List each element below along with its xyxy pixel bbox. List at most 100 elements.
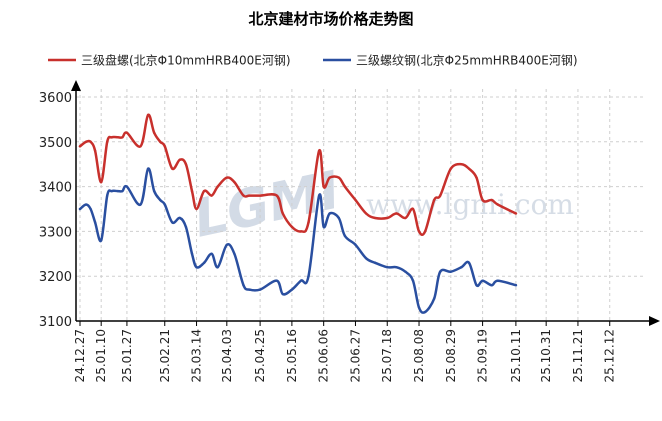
series-1-point	[195, 207, 198, 211]
x-tick-label: 25.02.21	[158, 329, 172, 382]
series-2-point	[449, 270, 453, 273]
series-1-point	[386, 216, 389, 220]
series-1-point	[322, 185, 325, 188]
series-2-point	[110, 189, 113, 193]
x-tick-label: 25.04.25	[253, 329, 267, 382]
series-2-point	[281, 292, 285, 296]
chart-title: 北京建材市场价格走势图	[248, 10, 413, 28]
legend-label: 三级盘螺(北京Φ10mmHRB400E河钢)	[81, 53, 291, 68]
y-tick-label: 3100	[39, 315, 72, 330]
series-1-point	[125, 131, 129, 135]
series-1-point	[496, 203, 499, 206]
series-1-point	[121, 136, 124, 139]
series-1	[78, 113, 518, 236]
x-tick-label: 25.10.11	[509, 329, 523, 382]
series-1-point	[481, 198, 484, 202]
series-2-point	[139, 203, 142, 206]
series-1-point	[152, 131, 156, 135]
legend-label: 三级螺纹钢(北京Φ25mmHRB400E河钢)	[356, 54, 578, 68]
series-1-point	[373, 216, 377, 220]
series-1-point	[106, 140, 109, 143]
y-axis-arrow	[71, 80, 81, 91]
series-1-point	[93, 149, 97, 152]
series-1-point	[139, 145, 142, 148]
series-1-point	[354, 198, 357, 202]
x-tick-label: 25.11.21	[571, 329, 585, 382]
series-1-point	[202, 189, 206, 193]
series-group	[78, 113, 518, 314]
y-tick-label: 3200	[39, 270, 72, 285]
series-2-point	[343, 234, 347, 238]
series-1-point	[258, 194, 262, 197]
series-1-point	[439, 194, 442, 197]
series-2-point	[432, 297, 436, 300]
series-1-point	[275, 194, 278, 197]
series-2	[78, 167, 518, 314]
series-2-point	[354, 243, 357, 247]
series-1-point	[210, 194, 213, 197]
series-2-point	[395, 266, 398, 269]
series-1-point	[514, 212, 518, 215]
series-2-point	[242, 283, 245, 287]
x-tick-label: 25.08.29	[444, 329, 458, 382]
legend: 三级盘螺(北京Φ10mmHRB400E河钢) 三级螺纹钢(北京Φ25mmHRB40…	[48, 53, 578, 68]
series-1-point	[395, 212, 398, 215]
series-2-point	[190, 252, 194, 255]
series-2-point	[78, 207, 82, 211]
series-1-point	[248, 194, 251, 197]
series-1-point	[78, 145, 82, 148]
series-2-point	[178, 216, 182, 220]
series-2-point	[159, 198, 162, 202]
series-1-point	[317, 149, 321, 152]
series-2-point	[317, 194, 321, 197]
x-axis-ticks: 24.12.27 25.01.10 25.01.27 25.02.21 25.03.14…	[73, 321, 617, 382]
series-1-point	[490, 198, 493, 202]
x-tick-label: 25.06.06	[317, 329, 331, 382]
series-2-point	[481, 279, 484, 282]
x-tick-label: 25.10.31	[539, 329, 553, 382]
series-2-point	[337, 216, 341, 220]
x-tick-label: 25.01.27	[120, 329, 134, 382]
series-1-point	[163, 145, 166, 148]
series-1-point	[89, 140, 92, 143]
series-2-point	[84, 203, 88, 206]
series-2-point	[404, 270, 407, 273]
series-1-point	[404, 216, 407, 220]
series-1-point	[233, 180, 236, 184]
series-1-point	[216, 185, 219, 188]
series-1-point	[184, 163, 188, 166]
series-2-point	[307, 275, 310, 278]
series-1-point	[417, 230, 421, 233]
x-tick-label: 25.06.27	[348, 329, 362, 382]
series-1-point	[225, 176, 229, 179]
series-2-point	[423, 310, 427, 314]
series-1-point	[328, 176, 331, 179]
series-2-point	[275, 279, 278, 282]
series-1-point	[343, 185, 347, 188]
series-2-point	[411, 279, 415, 282]
series-1-point	[190, 189, 194, 193]
series-2-point	[195, 266, 198, 269]
series-1-point	[171, 167, 174, 170]
y-tick-label: 3300	[39, 225, 72, 240]
series-1-point	[364, 212, 368, 215]
series-2-point	[496, 279, 499, 282]
series-2-point	[490, 283, 493, 287]
series-2-point	[373, 261, 377, 264]
series-1-point	[449, 167, 453, 170]
series-2-point	[233, 252, 236, 255]
x-tick-label: 25.03.14	[190, 329, 204, 382]
series-1-point	[159, 140, 162, 143]
series-2-point	[99, 239, 103, 242]
series-2-point	[417, 306, 421, 309]
series-2-point	[163, 203, 166, 206]
series-1-point	[110, 136, 113, 139]
series-2-point	[225, 243, 229, 247]
series-1-point	[242, 194, 245, 197]
series-2-point	[439, 270, 442, 273]
series-1-point	[290, 225, 294, 229]
series-2-point	[322, 225, 325, 229]
x-tick-label: 25.04.03	[220, 329, 234, 382]
